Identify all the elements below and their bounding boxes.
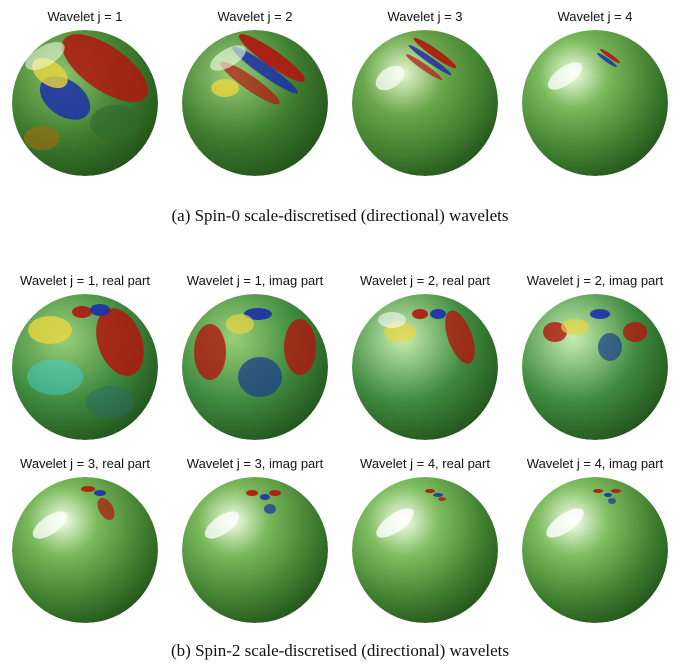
- sphere-plot: [12, 294, 158, 440]
- caption-b: (b) Spin-2 scale-discretised (directiona…: [171, 641, 509, 660]
- sphere-plot: [182, 30, 328, 176]
- panel-title: Wavelet j = 3, real part: [20, 456, 150, 471]
- panel-a-3: Wavelet j = 3: [340, 8, 510, 178]
- panel-b-8: Wavelet j = 4, imag part: [510, 455, 680, 625]
- sphere-plot: [522, 30, 668, 176]
- panel-b-2: Wavelet j = 1, imag part: [170, 272, 340, 442]
- sphere-plot: [522, 294, 668, 440]
- panel-title: Wavelet j = 4: [557, 9, 633, 24]
- sphere-plot: [352, 477, 498, 623]
- sphere-plot: [182, 477, 328, 623]
- panel-title: Wavelet j = 2, imag part: [526, 273, 664, 288]
- sphere-plot: [12, 477, 158, 623]
- panel-title: Wavelet j = 1, imag part: [186, 273, 324, 288]
- sphere-plot: [522, 477, 668, 623]
- panel-title: Wavelet j = 2: [217, 9, 293, 24]
- panel-b-1: Wavelet j = 1, real part: [0, 272, 170, 442]
- panel-title: Wavelet j = 3: [387, 9, 463, 24]
- panel-b-4: Wavelet j = 2, imag part: [510, 272, 680, 442]
- panel-title: Wavelet j = 1, real part: [20, 273, 150, 288]
- sphere-plot: [352, 30, 498, 176]
- panel-a-1: Wavelet j = 1: [0, 8, 170, 178]
- panel-a-4: Wavelet j = 4: [510, 8, 680, 178]
- panel-title: Wavelet j = 4, real part: [360, 456, 490, 471]
- panel-b-7: Wavelet j = 4, real part: [340, 455, 510, 625]
- panel-title: Wavelet j = 4, imag part: [526, 456, 664, 471]
- sphere-plot: [12, 30, 158, 176]
- panel-a-2: Wavelet j = 2: [170, 8, 340, 178]
- panel-b-5: Wavelet j = 3, real part: [0, 455, 170, 625]
- panel-b-6: Wavelet j = 3, imag part: [170, 455, 340, 625]
- panel-b-3: Wavelet j = 2, real part: [340, 272, 510, 442]
- sphere-plot: [182, 294, 328, 440]
- sphere-plot: [352, 294, 498, 440]
- panel-title: Wavelet j = 3, imag part: [186, 456, 324, 471]
- caption-a: (a) Spin-0 scale-discretised (directiona…: [171, 206, 509, 225]
- panel-title: Wavelet j = 2, real part: [360, 273, 490, 288]
- panel-title: Wavelet j = 1: [47, 9, 123, 24]
